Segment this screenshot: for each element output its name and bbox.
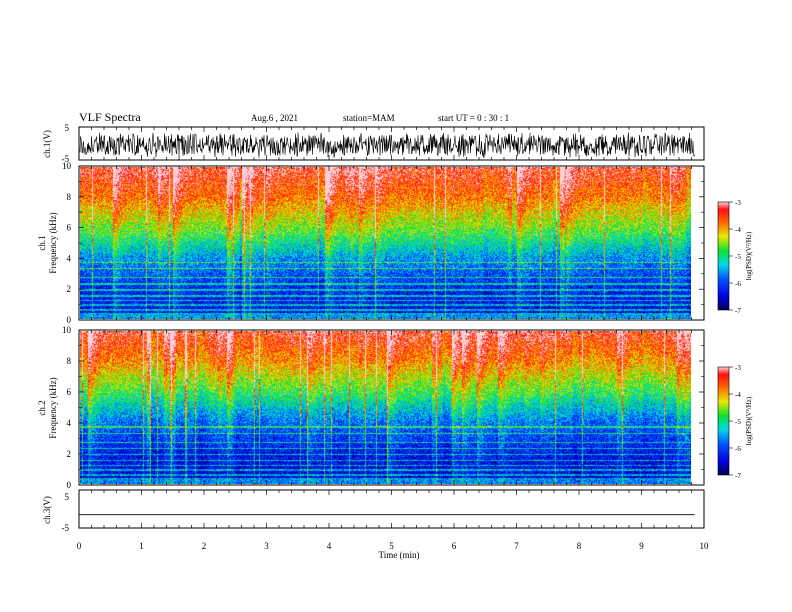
ch3-wave-ylabel: ch.3(V) — [42, 496, 52, 524]
ch3-waveform-panel: 5 -5 ch.3(V) 0 1 2 3 4 5 6 7 8 9 10 Time (min) — [42, 489, 709, 560]
ch2-colorbar-ticks: -3 -4 -5 -6 -7 — [729, 364, 741, 480]
ch2-colorbar: -3 -4 -5 -6 -7 log(PSD)(V²/Hz) — [717, 364, 753, 480]
ch1-colorbar-label: log(PSD)(V²/Hz) — [745, 231, 753, 280]
ch2-ytick-label: 10 — [62, 325, 72, 335]
ch2-colorbar-tick-label: -7 — [735, 472, 741, 480]
ch3-ytick-top: 5 — [65, 492, 70, 502]
date-label: Aug.6 , 2021 — [251, 113, 298, 123]
figure-title: VLF Spectra — [79, 110, 141, 124]
ch1-ytick-label: 0 — [67, 315, 72, 325]
ch1-colorbar-tick-label: -4 — [735, 226, 741, 234]
ch1-colorbar-tick-label: -7 — [735, 307, 741, 315]
ch1-spectrogram-image — [80, 167, 691, 319]
time-tick-label: 8 — [577, 541, 582, 551]
time-tick-label: 9 — [639, 541, 644, 551]
ch1-spectrogram-axes: 0 2 4 6 8 10 — [62, 161, 705, 325]
ch1-ytick-label: 8 — [67, 192, 72, 202]
ch2-colorbar-tick-label: -6 — [735, 445, 741, 453]
ch2-ytick-label: 2 — [67, 449, 72, 459]
station-label: station=MAM — [343, 113, 395, 123]
ch2-spectrogram-image — [80, 331, 691, 484]
ch1-colorbar: -3 -4 -5 -6 -7 log(PSD)(V²/Hz) — [717, 199, 753, 315]
ch1-ytick-label: 2 — [67, 284, 72, 294]
time-axis-tick-labels: 0 1 2 3 4 5 6 7 8 9 10 — [77, 541, 709, 551]
ch1-ytick-bottom: -5 — [62, 154, 70, 164]
ch1-colorbar-ticks: -3 -4 -5 -6 -7 — [729, 199, 741, 315]
time-tick-label: 10 — [700, 541, 710, 551]
ch2-spec-ylabel-1: ch.2 — [37, 400, 47, 415]
ch1-spec-ylabel-2: Frequency (kHz) — [48, 212, 58, 273]
time-tick-label: 2 — [202, 541, 207, 551]
ch1-x-ticks — [78, 127, 705, 160]
ch3-ytick-bottom: -5 — [62, 523, 70, 533]
ch1-ytick-label: 6 — [67, 223, 72, 233]
time-tick-label: 4 — [327, 541, 332, 551]
time-tick-label: 6 — [452, 541, 457, 551]
time-tick-label: 7 — [514, 541, 519, 551]
ch1-colorbar-tick-label: -5 — [735, 253, 741, 261]
time-tick-label: 5 — [389, 541, 394, 551]
ch1-spectrogram-panel: 0 2 4 6 8 10 ch.1 Frequency (kHz) — [37, 161, 705, 325]
ch1-colorbar-tick-label: -6 — [735, 280, 741, 288]
ch1-ytick-label: 10 — [62, 161, 72, 171]
time-tick-label: 3 — [264, 541, 269, 551]
ch1-ytick-label: 4 — [67, 253, 72, 263]
ch2-colorbar-tick-label: -4 — [735, 391, 741, 399]
start-time-label: start UT = 0 : 30 : 1 — [438, 113, 510, 123]
ch3-x-ticks — [78, 490, 705, 528]
ch1-spec-ylabel-1: ch.1 — [37, 235, 47, 250]
ch2-colorbar-tick-label: -5 — [735, 418, 741, 426]
ch2-colorbar-tick-label: -3 — [735, 364, 741, 372]
ch1-waveform-line — [79, 132, 695, 159]
ch2-colorbar-label: log(PSD)(V²/Hz) — [745, 396, 753, 445]
ch2-ytick-label: 4 — [67, 418, 72, 428]
ch1-ytick-top: 5 — [65, 123, 70, 133]
ch1-wave-ylabel: ch.1(V) — [42, 130, 52, 158]
time-axis-label: Time (min) — [379, 550, 420, 560]
ch2-ytick-label: 6 — [67, 387, 72, 397]
time-tick-label: 0 — [77, 541, 82, 551]
ch2-spec-ylabel-2: Frequency (kHz) — [48, 377, 58, 438]
ch2-spectrogram-axes: 0 2 4 6 8 10 — [62, 325, 705, 490]
ch2-ytick-label: 8 — [67, 356, 72, 366]
ch1-colorbar-tick-label: -3 — [735, 199, 741, 207]
ch1-waveform-panel: 5 -5 ch.1(V) — [42, 123, 705, 164]
ch2-ytick-label: 0 — [67, 480, 72, 490]
ch2-spectrogram-panel: 0 2 4 6 8 10 ch.2 Frequency (kHz) — [37, 325, 705, 490]
time-tick-label: 1 — [139, 541, 144, 551]
